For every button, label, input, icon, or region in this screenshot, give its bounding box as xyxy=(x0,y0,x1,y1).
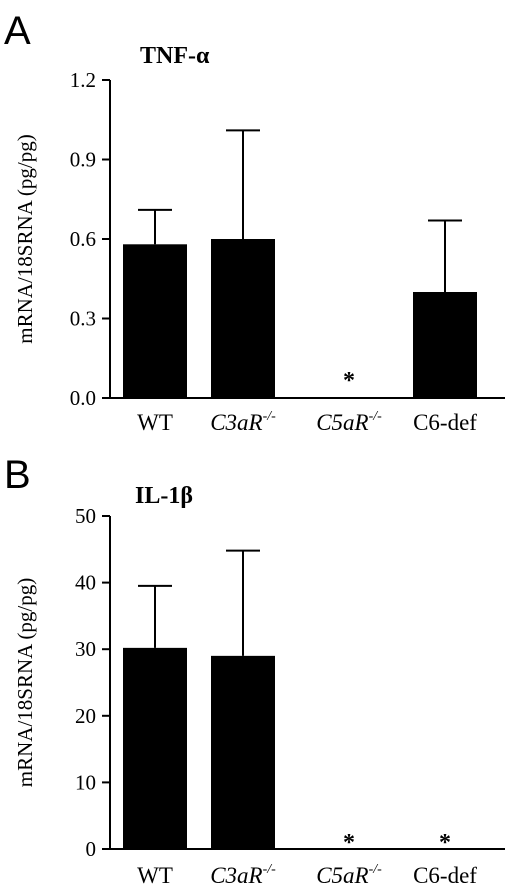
y-tick-label: 0.9 xyxy=(70,148,96,172)
x-tick-label: C5aR-/- xyxy=(316,862,382,888)
x-tick-label: C6-def xyxy=(413,863,477,888)
y-tick-label: 50 xyxy=(75,504,96,528)
x-tick-label: C3aR-/- xyxy=(210,409,276,435)
y-tick-label: 30 xyxy=(75,637,96,661)
y-tick-label: 0.0 xyxy=(70,386,96,410)
panel-a-chart: A TNF-α mRNA/18SRNA (pg/pg) * 0.0 0.3 0.6 0.9 1.… xyxy=(4,9,505,435)
significance-marker: * xyxy=(343,830,355,856)
y-axis-label: mRNA/18SRNA (pg/pg) xyxy=(13,578,37,787)
y-tick-label: 0.6 xyxy=(70,227,96,251)
x-tick-label: WT xyxy=(137,863,173,888)
x-tick-label: C3aR-/- xyxy=(210,862,276,888)
significance-marker: * xyxy=(343,368,355,394)
y-tick-label: 1.2 xyxy=(70,68,96,92)
y-tick-label: 40 xyxy=(75,571,96,595)
y-tick-label: 10 xyxy=(75,770,96,794)
bar xyxy=(211,239,275,398)
panel-b-chart: B IL-1β mRNA/18SRNA (pg/pg) * * 0 10 20 30 40 50 WT… xyxy=(4,453,505,888)
bar xyxy=(123,647,187,849)
y-tick-label: 0.3 xyxy=(70,307,96,331)
chart-title: IL-1β xyxy=(135,483,193,509)
x-tick-label: C5aR-/- xyxy=(316,409,382,435)
bar xyxy=(413,292,477,398)
bar xyxy=(211,655,275,849)
significance-marker: * xyxy=(439,830,451,856)
y-axis-label: mRNA/18SRNA (pg/pg) xyxy=(13,134,37,343)
chart-title: TNF-α xyxy=(140,43,210,69)
panel-letter: A xyxy=(4,9,31,53)
x-tick-label: WT xyxy=(137,410,173,435)
y-tick-label: 0 xyxy=(86,837,97,861)
x-tick-label: C6-def xyxy=(413,410,477,435)
panel-letter: B xyxy=(4,453,31,497)
bar xyxy=(123,244,187,398)
y-tick-label: 20 xyxy=(75,704,96,728)
